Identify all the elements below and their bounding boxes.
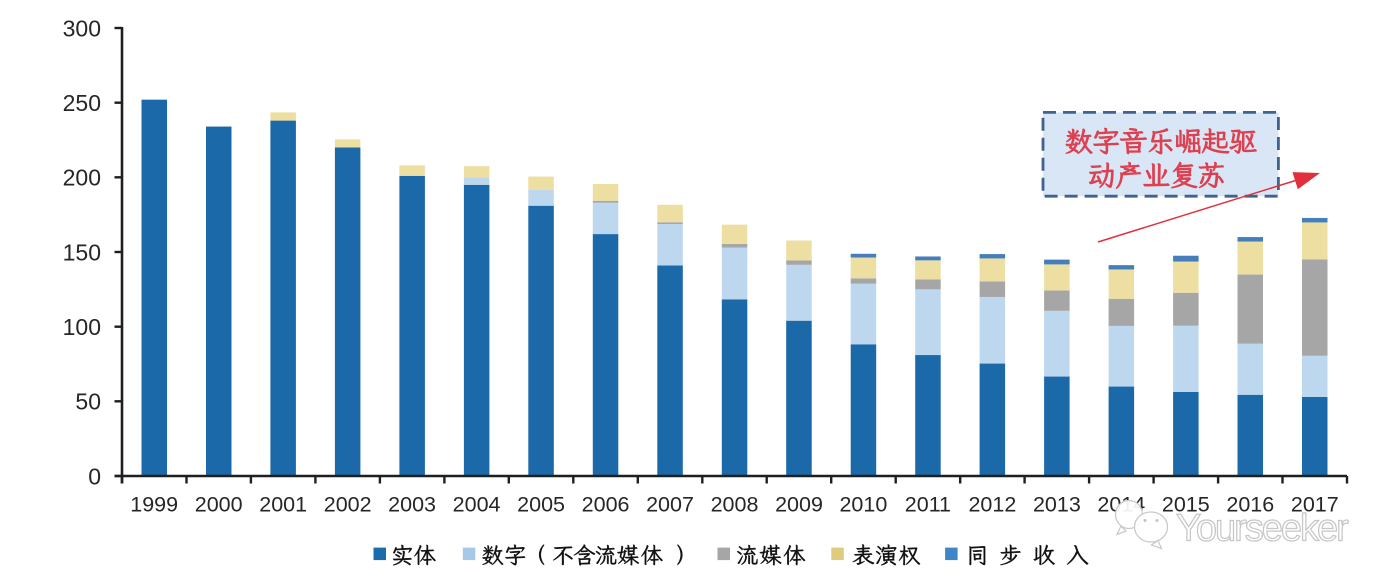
svg-text:2005: 2005	[517, 493, 565, 517]
svg-text:2002: 2002	[324, 493, 372, 517]
svg-text:2006: 2006	[582, 493, 630, 517]
svg-text:2004: 2004	[453, 493, 501, 517]
svg-text:2011: 2011	[905, 493, 951, 517]
svg-text:1999: 1999	[130, 493, 178, 517]
svg-text:250: 250	[63, 90, 101, 116]
svg-text:Yourseeker: Yourseeker	[1176, 508, 1349, 550]
svg-text:0: 0	[88, 463, 101, 489]
svg-text:2016: 2016	[1226, 493, 1274, 517]
svg-text:2000: 2000	[195, 493, 243, 517]
svg-text:2001: 2001	[259, 493, 307, 517]
svg-text:2017: 2017	[1291, 493, 1339, 517]
svg-text:150: 150	[63, 239, 101, 265]
svg-text:2013: 2013	[1033, 493, 1081, 517]
svg-text:300: 300	[63, 15, 101, 41]
svg-text:2008: 2008	[711, 493, 759, 517]
svg-text:2012: 2012	[968, 493, 1016, 517]
svg-text:2015: 2015	[1162, 493, 1210, 517]
svg-text:100: 100	[63, 314, 101, 340]
svg-text:200: 200	[63, 165, 101, 191]
svg-text:2007: 2007	[646, 493, 694, 517]
svg-text:50: 50	[75, 389, 101, 415]
svg-text:2009: 2009	[775, 493, 823, 517]
svg-text:2010: 2010	[839, 493, 887, 517]
svg-text:2003: 2003	[388, 493, 436, 517]
